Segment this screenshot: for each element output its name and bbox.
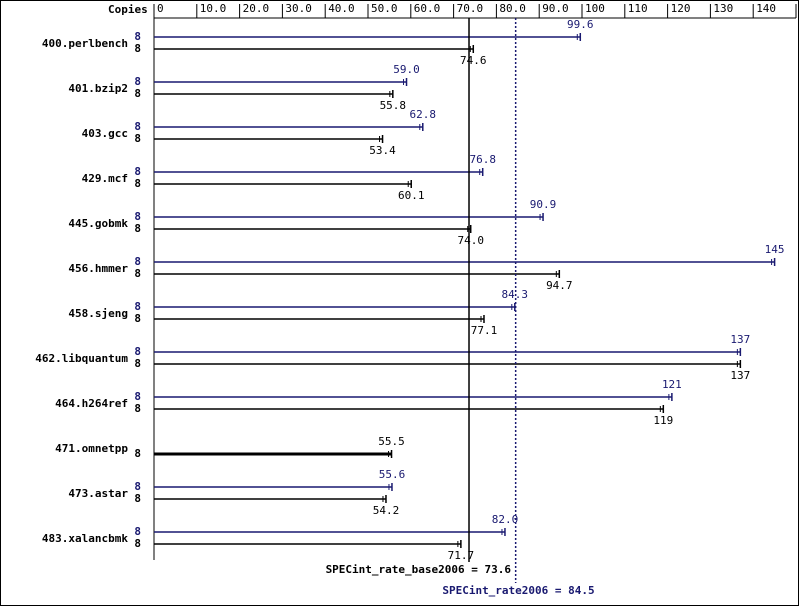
x-tick-label: 120: [671, 2, 691, 15]
x-tick-label: 110: [628, 2, 648, 15]
value-label: 74.6: [460, 54, 487, 67]
category-label: 458.sjeng: [68, 307, 128, 320]
x-tick-label: 100: [585, 2, 605, 15]
copies-label: 8: [134, 255, 141, 268]
value-label: 137: [730, 369, 750, 382]
copies-label: 8: [134, 480, 141, 493]
value-label: 94.7: [546, 279, 573, 292]
category-label: 401.bzip2: [68, 82, 128, 95]
copies-label: 8: [134, 222, 141, 235]
copies-label: 8: [134, 30, 141, 43]
x-tick-label: 40.0: [328, 2, 355, 15]
category-label: 473.astar: [68, 487, 128, 500]
value-label: 62.8: [410, 108, 437, 121]
value-label: 84.3: [502, 288, 529, 301]
value-label: 74.0: [457, 234, 484, 247]
category-label: 483.xalancbmk: [42, 532, 128, 545]
copies-label: 8: [134, 177, 141, 190]
x-tick-label: 10.0: [200, 2, 227, 15]
value-label: 55.6: [379, 468, 406, 481]
value-label: 77.1: [471, 324, 498, 337]
category-label: 403.gcc: [82, 127, 128, 140]
x-tick-label: 90.0: [542, 2, 569, 15]
x-tick-label: 80.0: [499, 2, 526, 15]
category-label: 464.h264ref: [55, 397, 128, 410]
x-tick-label: 0: [157, 2, 164, 15]
copies-label: 8: [134, 165, 141, 178]
x-tick-label: 20.0: [243, 2, 270, 15]
copies-label: 8: [134, 120, 141, 133]
x-tick-label: 50.0: [371, 2, 398, 15]
value-label: 82.0: [492, 513, 519, 526]
value-label: 145: [765, 243, 785, 256]
category-label: 462.libquantum: [35, 352, 128, 365]
copies-label: 8: [134, 210, 141, 223]
reference-label: SPECint_rate2006 = 84.5: [442, 584, 594, 597]
copies-label: 8: [134, 42, 141, 55]
reference-label: SPECint_rate_base2006 = 73.6: [326, 563, 512, 576]
copies-label: 8: [134, 132, 141, 145]
copies-label: 8: [134, 75, 141, 88]
value-label: 119: [653, 414, 673, 427]
x-tick-label: 140: [756, 2, 776, 15]
copies-label: 8: [134, 87, 141, 100]
copies-label: 8: [134, 345, 141, 358]
value-label: 54.2: [373, 504, 400, 517]
value-label: 55.5: [378, 435, 405, 448]
copies-label: 8: [134, 525, 141, 538]
value-label: 137: [730, 333, 750, 346]
copies-label: 8: [134, 537, 141, 550]
category-label: 445.gobmk: [68, 217, 128, 230]
x-tick-label: 70.0: [457, 2, 484, 15]
category-label: 400.perlbench: [42, 37, 128, 50]
x-tick-label: 60.0: [414, 2, 441, 15]
copies-label: 8: [134, 492, 141, 505]
category-label: 429.mcf: [82, 172, 128, 185]
value-label: 59.0: [393, 63, 420, 76]
copies-label: 8: [134, 402, 141, 415]
copies-label: 8: [134, 312, 141, 325]
copies-label: 8: [134, 447, 141, 460]
x-tick-label: 30.0: [285, 2, 312, 15]
value-label: 53.4: [369, 144, 396, 157]
value-label: 76.8: [469, 153, 496, 166]
value-label: 55.8: [380, 99, 407, 112]
category-label: 456.hmmer: [68, 262, 128, 275]
value-label: 121: [662, 378, 682, 391]
value-label: 71.7: [448, 549, 475, 562]
copies-label: 8: [134, 357, 141, 370]
copies-label: 8: [134, 300, 141, 313]
value-label: 60.1: [398, 189, 425, 202]
value-label: 90.9: [530, 198, 557, 211]
copies-header: Copies: [108, 3, 148, 16]
category-label: 471.omnetpp: [55, 442, 128, 455]
value-label: 99.6: [567, 18, 594, 31]
x-tick-label: 130: [713, 2, 733, 15]
copies-label: 8: [134, 267, 141, 280]
copies-label: 8: [134, 390, 141, 403]
